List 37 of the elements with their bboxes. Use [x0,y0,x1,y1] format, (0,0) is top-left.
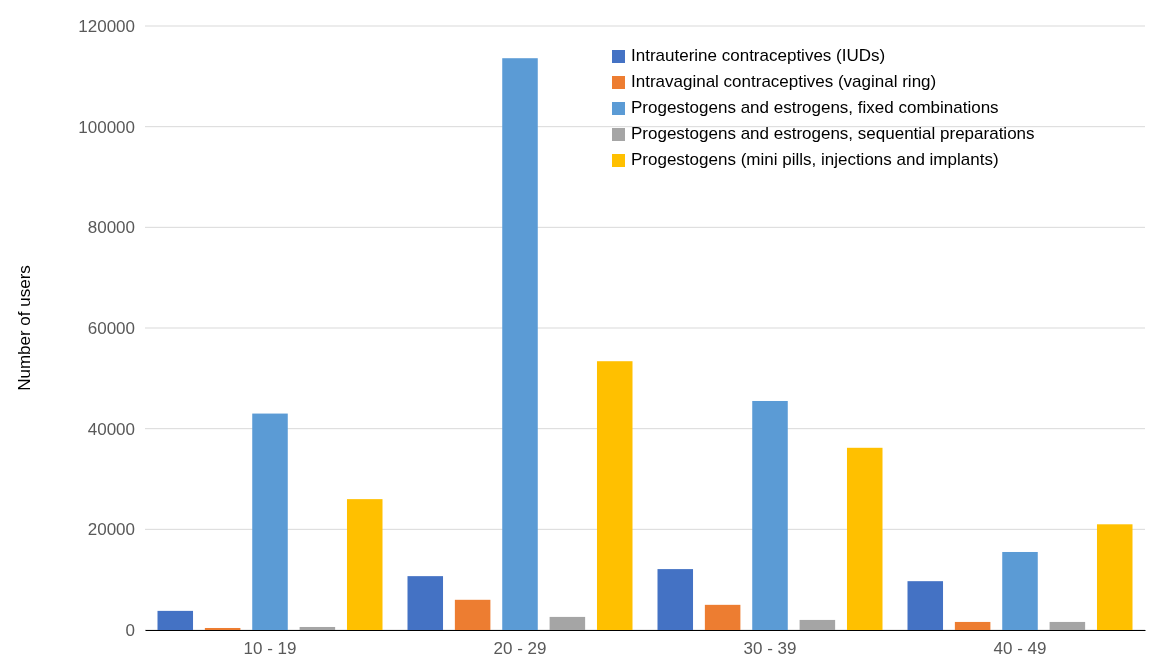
x-tick-label: 30 - 39 [743,639,797,659]
bar [657,569,694,630]
bar [157,610,194,630]
bar [954,621,991,630]
y-tick-label: 120000 [78,16,135,36]
bar [549,616,586,630]
bar [1096,524,1133,630]
bar [407,576,444,630]
legend-label: Intravaginal contraceptives (vaginal ring) [631,72,937,91]
y-tick-label: 0 [125,620,135,640]
bar [907,581,944,630]
y-tick-label: 20000 [87,520,135,540]
y-tick-label: 80000 [87,218,135,238]
y-tick-label: 100000 [78,117,135,137]
bar [454,599,491,630]
x-tick-label: 10 - 19 [243,639,297,659]
bar [704,604,741,630]
bar [799,619,836,630]
legend-label: Progestogens and estrogens, fixed combinations [631,98,999,117]
bar [1049,621,1086,630]
bar [846,447,883,630]
legend-label: Intrauterine contraceptives (IUDs) [631,46,886,65]
legend-label: Progestogens (mini pills, injections and implants) [631,150,999,169]
bar [752,400,788,630]
bar [346,499,383,630]
bar [502,58,538,630]
bar [204,627,241,630]
x-tick-label: 20 - 29 [493,639,547,659]
y-tick-label: 60000 [87,318,135,338]
y-tick-label: 40000 [87,419,135,439]
y-axis-title: Number of users [15,265,34,391]
bar [1002,551,1038,630]
legend-label: Progestogens and estrogens, sequential preparations [631,124,1035,143]
bar [596,361,633,630]
bar [252,413,288,630]
x-tick-label: 40 - 49 [993,639,1047,659]
bar [299,626,336,630]
